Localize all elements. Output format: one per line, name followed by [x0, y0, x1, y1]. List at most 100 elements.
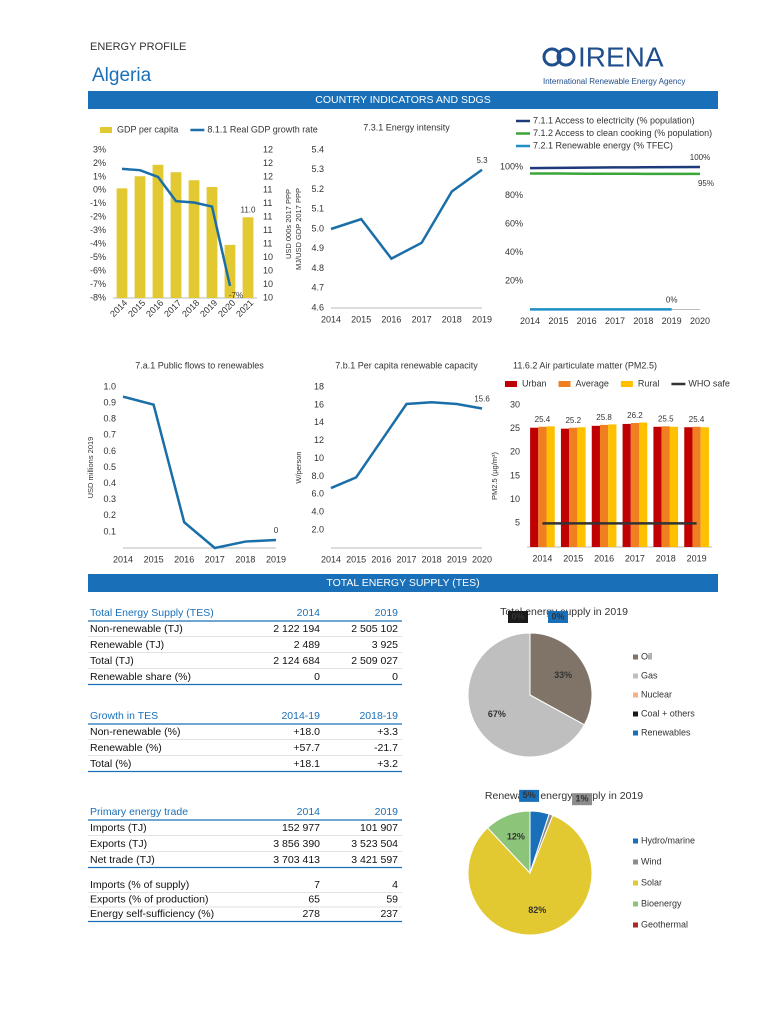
legend-swatch [100, 127, 112, 133]
legend-swatch [633, 838, 638, 844]
bar [591, 425, 600, 547]
x-tick-label: 2015 [548, 316, 568, 326]
y-tick-label: 2% [93, 158, 106, 168]
bar [661, 426, 670, 547]
x-tick-label: 2014 [532, 553, 552, 563]
data-label: 5.3 [476, 156, 488, 165]
table-cell: Imports (% of supply) [90, 879, 189, 891]
legend-label: Bioenergy [641, 898, 682, 908]
y-tick-label: 100% [500, 161, 523, 171]
bar [116, 188, 128, 298]
y-tick-label: 40% [505, 247, 523, 257]
table-cell: 152 977 [282, 822, 320, 834]
table-cell: 0 [314, 671, 320, 683]
table-cell: +3.2 [377, 758, 398, 770]
logo-text: IRENA [578, 41, 664, 72]
x-tick-label: 2019 [198, 298, 219, 319]
table-cell: Exports (TJ) [90, 838, 147, 850]
y-tick-label: 4.0 [311, 507, 324, 517]
legend-label: WHO safe [688, 378, 730, 388]
x-tick-label: 2016 [144, 298, 165, 319]
bar [692, 426, 701, 547]
legend-label: Oil [641, 651, 652, 661]
table-cell: Renewable share (%) [90, 671, 191, 683]
y2-tick-label: 11 [263, 225, 272, 235]
table-header: 2019 [375, 806, 399, 818]
pie-label: 12% [507, 832, 525, 842]
y-tick-label: 4.8 [311, 263, 324, 273]
data-label: 11.0 [241, 205, 257, 214]
y2-tick-label: 11 [263, 239, 272, 249]
table-cell: 3 703 413 [273, 854, 320, 866]
legend-swatch [633, 730, 638, 736]
y-axis-title: W/person [294, 451, 303, 483]
table-cell: Imports (TJ) [90, 822, 147, 834]
y-axis-title: MJ/USD GDP 2017 PPP [294, 188, 303, 270]
bar [700, 427, 709, 547]
series-line [330, 400, 483, 490]
data-label: 25.5 [658, 414, 674, 423]
y-tick-label: 0.3 [103, 494, 116, 504]
y-tick-label: 20% [505, 275, 523, 285]
x-tick-label: 2018 [180, 298, 201, 319]
pie-label: 33% [554, 670, 572, 680]
y-tick-label: 5.0 [311, 223, 324, 233]
data-label: 26.2 [627, 411, 643, 420]
x-tick-label: 2014 [321, 554, 341, 564]
x-tick-label: 2018 [235, 554, 255, 564]
table-cell: 0 [392, 671, 398, 683]
data-label: 15.6 [474, 395, 490, 404]
legend-swatch [505, 381, 517, 387]
y-tick-label: 0.2 [103, 510, 116, 520]
x-tick-label: 2017 [162, 298, 183, 319]
table-cell: 2 509 027 [351, 655, 398, 667]
y2-tick-label: 10 [263, 252, 273, 262]
profile-title: ENERGY PROFILE [90, 41, 186, 53]
y-tick-label: 4.9 [311, 243, 324, 253]
legend-swatch [633, 654, 638, 660]
table-cell: 2 124 684 [273, 655, 320, 667]
table-header: 2014 [297, 607, 321, 619]
legend-label: Wind [641, 856, 662, 866]
y-tick-label: 5 [515, 518, 520, 528]
y-tick-label: 15 [510, 470, 520, 480]
chart-title: 7.b.1 Per capita renewable capacity [335, 360, 478, 370]
y-tick-label: 5.3 [311, 164, 324, 174]
x-tick-label: 2016 [174, 554, 194, 564]
x-tick-label: 2017 [412, 314, 432, 324]
table-cell: 3 523 504 [351, 838, 398, 850]
bar [538, 426, 547, 547]
bar [134, 176, 146, 298]
data-label: -7% [229, 291, 243, 300]
table-cell: 65 [308, 893, 320, 905]
y-tick-label: 0.6 [103, 446, 116, 456]
y-tick-label: 8.0 [311, 471, 324, 481]
logo-icon [542, 47, 576, 67]
section-title: COUNTRY INDICATORS AND SDGS [315, 94, 490, 106]
bar [188, 180, 200, 298]
y2-axis-title: USD 000s 2017 PPP [284, 189, 293, 259]
table-cell: +18.1 [293, 758, 320, 770]
pie-label: 5% [523, 790, 536, 800]
bar [622, 423, 631, 547]
table-cell: Total (TJ) [90, 655, 134, 667]
y2-tick-label: 10 [263, 279, 273, 289]
x-tick-label: 2021 [234, 298, 255, 319]
y-tick-label: 4.6 [311, 302, 324, 312]
y-tick-label: 3% [93, 144, 106, 154]
table-cell: Energy self-sufficiency (%) [90, 908, 214, 920]
y-tick-label: 4.7 [311, 283, 324, 293]
legend-swatch [633, 673, 638, 679]
y2-tick-label: 11 [263, 185, 272, 195]
x-tick-label: 2017 [205, 554, 225, 564]
table-cell: -21.7 [374, 742, 398, 754]
x-tick-label: 2017 [625, 553, 645, 563]
series-line [529, 165, 701, 170]
bar [630, 422, 640, 547]
bar [639, 422, 648, 547]
x-tick-label: 2018 [633, 316, 653, 326]
y-tick-label: 60% [505, 218, 523, 228]
pie-label-box [548, 611, 568, 623]
